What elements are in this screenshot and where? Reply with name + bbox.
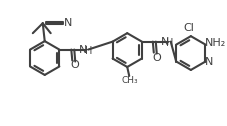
Text: N: N xyxy=(160,37,168,47)
Text: N: N xyxy=(79,45,87,55)
Text: CH₃: CH₃ xyxy=(121,76,138,85)
Text: Cl: Cl xyxy=(183,23,193,33)
Text: O: O xyxy=(152,53,160,62)
Text: H: H xyxy=(84,46,91,56)
Text: N: N xyxy=(63,18,72,28)
Text: H: H xyxy=(165,38,173,48)
Text: N: N xyxy=(204,56,213,67)
Text: O: O xyxy=(70,60,78,70)
Text: NH₂: NH₂ xyxy=(204,38,225,48)
